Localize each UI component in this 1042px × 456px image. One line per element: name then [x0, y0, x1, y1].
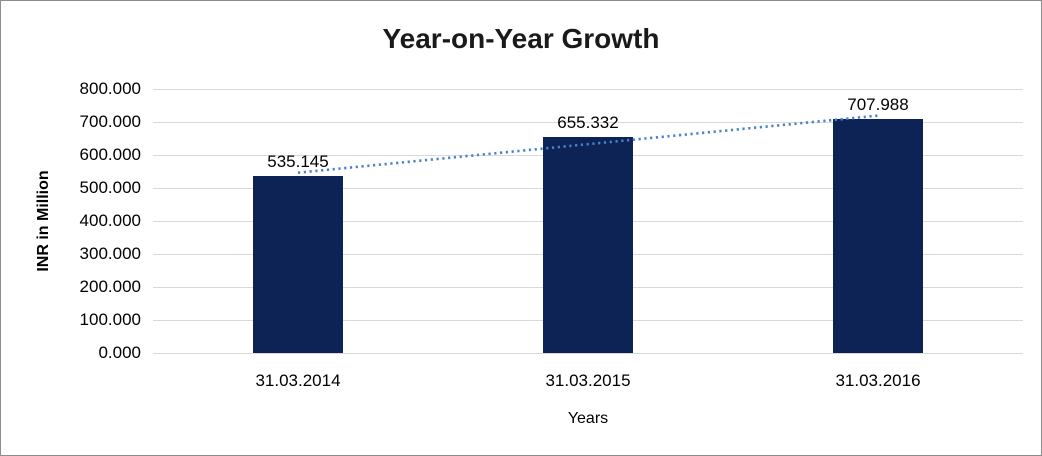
y-axis-tick-label: 600.000	[79, 145, 141, 164]
bar-value-label: 707.988	[847, 95, 909, 115]
bar	[833, 119, 923, 353]
y-axis-tick-label: 200.000	[79, 277, 141, 296]
trendline-segment	[297, 114, 879, 174]
y-axis-tick-label: 800.000	[79, 79, 141, 98]
bar	[543, 136, 633, 353]
x-axis-category-label: 31.03.2014	[255, 371, 341, 390]
chart-title: Year-on-Year Growth	[382, 23, 660, 54]
gridline	[153, 353, 1023, 354]
gridline	[153, 89, 1023, 90]
gridline	[153, 122, 1023, 123]
x-axis-title: Years	[567, 410, 609, 427]
y-axis-tick-label: 300.000	[79, 244, 141, 263]
bar	[253, 176, 343, 353]
y-axis-tick-label: 100.000	[79, 310, 141, 329]
bar-value-label: 535.145	[267, 152, 329, 172]
x-axis-category-label: 31.03.2016	[835, 371, 921, 390]
bar-value-label: 655.332	[557, 112, 619, 132]
y-axis-tick-label: 700.000	[79, 112, 141, 131]
y-axis-tick-label: 500.000	[79, 178, 141, 197]
trendline	[297, 114, 879, 174]
y-axis-tick-label: 400.000	[79, 211, 141, 230]
x-axis-category-label: 31.03.2015	[545, 371, 631, 390]
plot-area: 535.145 655.332 707.988	[153, 89, 1023, 354]
y-axis-tick-label: 0.000	[98, 343, 141, 362]
